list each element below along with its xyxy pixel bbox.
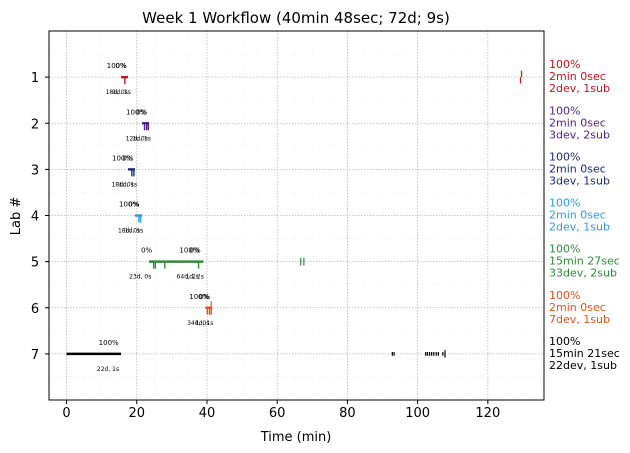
lab-5-bottom-label: 64d, 2s <box>177 274 199 281</box>
x-tick-label: 60 <box>269 406 286 421</box>
y-tick-label: 7 <box>31 348 39 363</box>
lab-5-summary-line: 100% <box>549 243 580 256</box>
lab-7-summary-line: 22dev, 1sub <box>549 359 617 372</box>
lab-7-bottom-label: 22d, 1s <box>97 366 119 373</box>
lab-3-summary-line: 2min 0sec <box>549 162 606 175</box>
x-tick-label: 120 <box>475 406 500 421</box>
x-tick-label: 0 <box>62 406 70 421</box>
lab-5-bottom-label: 23d, 0s <box>129 274 151 281</box>
lab-1-bottom-label: 1d, 1s <box>112 89 130 96</box>
x-tick-label: 20 <box>128 406 145 421</box>
lab-4-top-label: 0% <box>128 201 139 209</box>
lab-5-bottom-label: 1d, 2s <box>185 274 203 281</box>
lab-5-top-label: 0% <box>189 247 200 255</box>
lab-1-top-label: 100% <box>107 62 127 70</box>
lab-1-top-label: 0% <box>115 62 126 70</box>
lab-4-summary-line: 100% <box>549 197 580 210</box>
lab-5-summary-line: 33dev, 2sub <box>549 267 617 280</box>
lab-2-summary-line: 100% <box>549 104 580 117</box>
lab-2-bottom-label: 12d, 0s <box>126 135 148 142</box>
lab-5-top-label: 0% <box>141 247 152 255</box>
chart-title: Week 1 Workflow (40min 48sec; 72d; 9s) <box>142 9 450 27</box>
x-tick-label: 80 <box>339 406 356 421</box>
lab-7-summary-line: 15min 21sec <box>549 347 620 360</box>
x-tick-label: 40 <box>199 406 216 421</box>
lab-6-summary-line: 2min 0sec <box>549 301 606 314</box>
y-tick-label: 2 <box>31 117 39 132</box>
lab-7-summary-line: 100% <box>549 335 580 348</box>
y-tick-label: 4 <box>31 210 39 225</box>
lab-4-summary-line: 2min 0sec <box>549 209 606 222</box>
grid <box>48 31 544 400</box>
y-tick-label: 5 <box>31 256 39 271</box>
y-axis-label: Lab # <box>9 197 24 236</box>
lab-2-bottom-label: 1d, 1s <box>132 135 150 142</box>
lab-4-top-label: 100% <box>119 201 139 209</box>
lab-2-summary-line: 3dev, 2sub <box>549 128 610 141</box>
lab-1-summary-line: 2min 0sec <box>549 70 606 83</box>
x-axis-label: Time (min) <box>260 430 332 445</box>
lab-1-summary-line: 100% <box>549 58 580 71</box>
lab-2-summary-line: 2min 0sec <box>549 116 606 129</box>
x-axis: 0 20 40 60 80 100 120 <box>62 400 500 421</box>
lab-3-bottom-label: 1d, 1s <box>119 181 137 188</box>
lab-3-bottom-label: 18d, 0s <box>112 181 134 188</box>
lab-4-summary-line: 2dev, 1sub <box>549 221 610 234</box>
lab-5-top-label: 100% <box>179 247 199 255</box>
lab-3-summary-line: 3dev, 1sub <box>549 174 610 187</box>
lab-3-top-label: 0% <box>122 154 133 162</box>
x-tick-label: 100 <box>405 406 430 421</box>
lab-1-bottom-label: 18d, 0s <box>106 89 128 96</box>
lab-6-top-label: 100% <box>189 293 209 301</box>
lab-6-bottom-label: 1d, 1s <box>195 320 213 327</box>
lab-5-summary-line: 15min 27sec <box>549 255 620 268</box>
lab-2-top-label: 100% <box>126 108 146 116</box>
lab-6-summary-line: 7dev, 1sub <box>549 313 610 326</box>
y-tick-label: 3 <box>31 163 39 178</box>
lab-3-summary-line: 100% <box>549 150 580 163</box>
lab-7-top-label: 100% <box>99 339 119 347</box>
lab-4-bottom-label: 1d, 1s <box>125 228 143 235</box>
lab-2-top-label: 0% <box>136 108 147 116</box>
lab-6-top-label: 0% <box>199 293 210 301</box>
y-tick-label: 6 <box>31 302 39 317</box>
lab-3-top-label: 100% <box>112 154 132 162</box>
lab-1-summary-line: 2dev, 1sub <box>549 82 610 95</box>
y-tick-label: 1 <box>31 71 39 86</box>
lab-6-bottom-label: 34d, 0s <box>187 320 209 327</box>
y-axis: 1 2 3 4 5 6 7 <box>31 71 49 363</box>
lab-6-summary-line: 100% <box>549 289 580 302</box>
lab-4-bottom-label: 18d, 0s <box>118 228 140 235</box>
